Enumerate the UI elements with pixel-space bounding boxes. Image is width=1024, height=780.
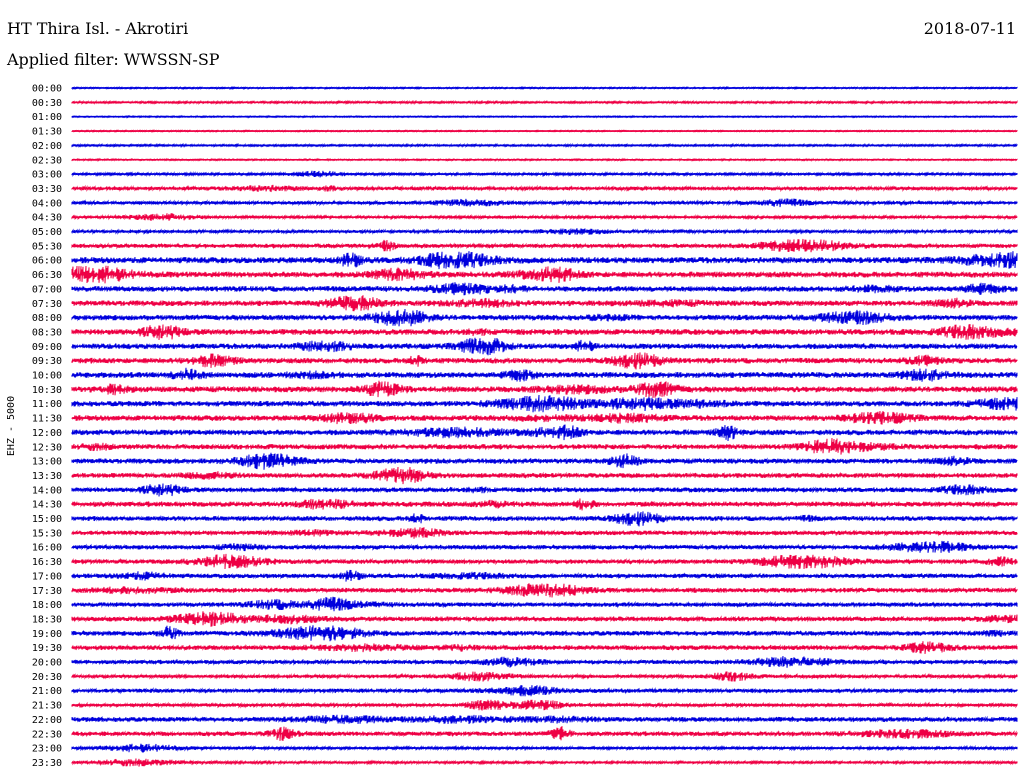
time-label: 02:00 <box>32 141 62 152</box>
time-label: 07:30 <box>32 299 62 310</box>
time-label: 22:00 <box>32 715 62 726</box>
time-label: 04:00 <box>32 198 62 209</box>
channel-label: EHZ - 5000 <box>6 396 17 456</box>
time-label: 12:30 <box>32 442 62 453</box>
time-label: 04:30 <box>32 213 62 224</box>
time-label: 15:00 <box>32 514 62 525</box>
time-label: 05:30 <box>32 241 62 252</box>
time-label: 21:30 <box>32 701 62 712</box>
time-label: 17:00 <box>32 571 62 582</box>
time-label: 10:00 <box>32 371 62 382</box>
time-label: 23:00 <box>32 744 62 755</box>
time-label: 22:30 <box>32 729 62 740</box>
time-label: 19:00 <box>32 629 62 640</box>
time-label: 13:00 <box>32 457 62 468</box>
seismic-trace <box>71 410 1018 425</box>
date-label: 2018-07-11 <box>923 19 1016 38</box>
time-label: 01:30 <box>32 127 62 138</box>
time-label: 09:30 <box>32 356 62 367</box>
time-label: 08:30 <box>32 327 62 338</box>
time-label: 14:00 <box>32 485 62 496</box>
time-label: 12:00 <box>32 428 62 439</box>
time-label: 11:00 <box>32 399 62 410</box>
time-label: 09:00 <box>32 342 62 353</box>
time-label: 06:30 <box>32 270 62 281</box>
time-label: 20:30 <box>32 672 62 683</box>
time-label: 10:30 <box>32 385 62 396</box>
time-label: 11:30 <box>32 414 62 425</box>
time-label: 21:00 <box>32 686 62 697</box>
time-label: 17:30 <box>32 586 62 597</box>
time-label: 01:00 <box>32 112 62 123</box>
time-label: 20:00 <box>32 658 62 669</box>
time-label: 18:30 <box>32 614 62 625</box>
time-label: 05:00 <box>32 227 62 238</box>
time-label: 07:00 <box>32 284 62 295</box>
time-label: 15:30 <box>32 528 62 539</box>
time-label: 00:00 <box>32 84 62 95</box>
time-label: 16:00 <box>32 543 62 554</box>
time-label: 02:30 <box>32 155 62 166</box>
time-label: 03:30 <box>32 184 62 195</box>
time-label: 23:30 <box>32 758 62 769</box>
time-label: 13:30 <box>32 471 62 482</box>
time-label: 16:30 <box>32 557 62 568</box>
filter-label: Applied filter: WWSSN-SP <box>7 50 220 69</box>
seismic-trace <box>71 380 1018 398</box>
time-label: 03:00 <box>32 170 62 181</box>
time-label: 00:30 <box>32 98 62 109</box>
time-label: 08:00 <box>32 313 62 324</box>
time-label: 06:00 <box>32 256 62 267</box>
trace-group <box>71 85 1018 767</box>
time-label: 18:00 <box>32 600 62 611</box>
seismic-trace <box>71 265 1018 284</box>
time-label: 19:30 <box>32 643 62 654</box>
time-label-group: 00:00 00:30 01:00 01:30 02:00 02:30 03:00 03:30… <box>32 84 62 769</box>
station-title: HT Thira Isl. - Akrotiri <box>7 19 189 38</box>
time-label: 14:30 <box>32 500 62 511</box>
